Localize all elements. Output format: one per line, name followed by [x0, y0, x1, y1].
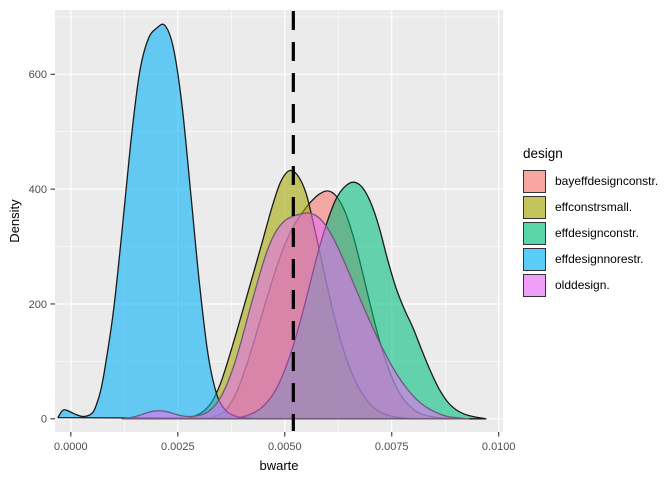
legend-key-swatch: [523, 221, 546, 245]
legend-item: effdesignconstr.: [523, 220, 658, 246]
x-axis-tick-label: 0.0000: [54, 441, 88, 453]
legend-label: bayeffdesignconstr.: [555, 174, 659, 188]
y-axis-tick-label: 400: [29, 184, 47, 196]
density-curve-effdesignnorestr: [57, 23, 260, 420]
legend-item: effdesignnorestr.: [523, 246, 658, 272]
legend-label: effdesignnorestr.: [555, 252, 644, 266]
legend-item: bayeffdesignconstr.: [523, 168, 658, 194]
legend-label: olddesign.: [555, 278, 610, 292]
x-axis-title: bwarte: [259, 458, 299, 473]
legend-item: effconstrsmall.: [523, 194, 658, 220]
legend-label: effdesignconstr.: [555, 226, 639, 240]
density-curve-olddesign: [121, 212, 470, 420]
x-axis-tick-label: 0.0100: [482, 441, 516, 453]
legend-items: bayeffdesignconstr. effconstrsmall. effdes…: [523, 168, 658, 298]
y-axis-tick-label: 200: [29, 299, 47, 311]
x-axis-tick-label: 0.0050: [268, 441, 302, 453]
legend-item: olddesign.: [523, 272, 658, 298]
x-axis-tick-label: 0.0025: [161, 441, 195, 453]
y-axis-tick-label: 0: [41, 414, 47, 426]
legend-title: design: [523, 146, 563, 161]
legend-key-swatch: [523, 273, 546, 297]
legend-key-swatch: [523, 195, 546, 219]
legend-key-swatch: [523, 169, 546, 193]
legend: design bayeffdesignconstr. effconstrsmall…: [523, 146, 658, 298]
y-axis-title: Density: [7, 199, 22, 243]
y-axis-tick-label: 600: [29, 69, 47, 81]
legend-key-swatch: [523, 247, 546, 271]
x-axis-tick-label: 0.0075: [375, 441, 409, 453]
legend-label: effconstrsmall.: [555, 200, 633, 214]
